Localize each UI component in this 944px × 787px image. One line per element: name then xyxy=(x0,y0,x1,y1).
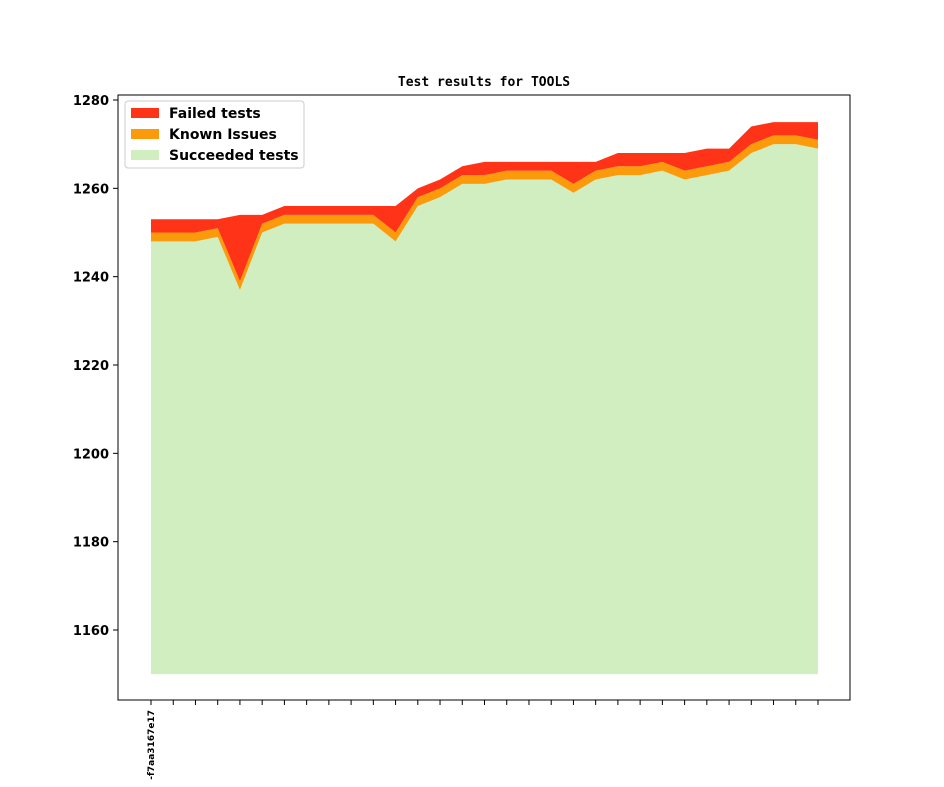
legend-swatch-failed-tests xyxy=(131,108,159,118)
area-succeeded-tests xyxy=(151,144,818,675)
chart-title: Test results for TOOLS xyxy=(398,75,570,90)
y-axis: 1160 1180 1200 1220 1240 1260 1280 xyxy=(73,94,118,639)
legend-label-succeeded-tests: Succeeded tests xyxy=(169,148,299,164)
y-tick-label-1260: 1260 xyxy=(73,182,109,197)
y-tick-label-1180: 1180 xyxy=(73,536,109,551)
legend: Failed tests Known Issues Succeeded tests xyxy=(124,100,305,169)
y-tick-label-1280: 1280 xyxy=(73,94,109,109)
legend-label-failed-tests: Failed tests xyxy=(169,106,261,122)
area-failed-tests xyxy=(151,122,818,282)
legend-label-known-issues: Known Issues xyxy=(169,127,277,143)
y-tick-label-1200: 1200 xyxy=(73,447,109,462)
area-known-issues xyxy=(151,135,818,290)
legend-box xyxy=(124,100,305,169)
legend-swatch-known-issues xyxy=(131,129,159,139)
y-tick-label-1220: 1220 xyxy=(73,359,109,374)
x-tick-label-0: -f7aa3167e17 xyxy=(147,710,157,780)
x-axis: -f7aa3167e17 xyxy=(147,700,819,780)
y-tick-label-1160: 1160 xyxy=(73,624,109,639)
y-tick-label-1240: 1240 xyxy=(73,271,109,286)
legend-swatch-succeeded-tests xyxy=(131,150,159,160)
area-layers xyxy=(151,122,818,675)
